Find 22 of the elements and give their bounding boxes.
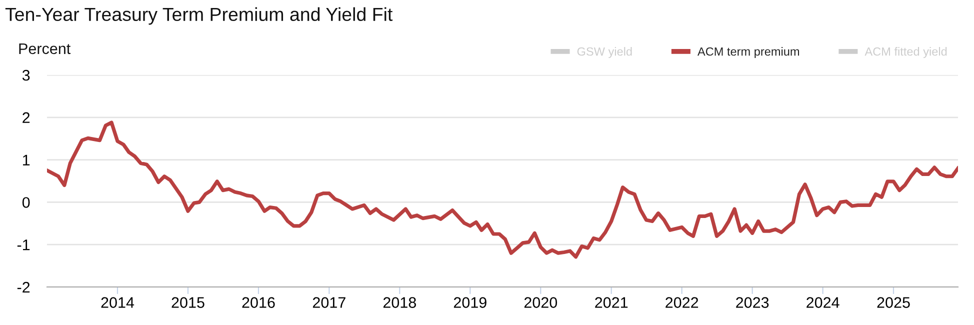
x-tick-label: 2019: [454, 297, 486, 308]
x-tick-label: 2018: [383, 297, 416, 308]
x-tick-label: 2015: [172, 297, 204, 308]
x-tick-label: 2014: [101, 297, 134, 308]
y-tick-label: 3: [22, 70, 30, 81]
y-tick-label: 1: [23, 154, 30, 166]
y-tick-label: 2: [22, 112, 30, 123]
y-axis-title: Percent: [19, 43, 71, 54]
x-tick-label: 2024: [806, 297, 840, 308]
y-tick-label: -1: [17, 240, 30, 250]
x-tick-label: 2020: [524, 297, 558, 308]
legend-label: ACM term premium: [697, 47, 800, 58]
x-tick-label: 2021: [595, 297, 628, 308]
x-tick-label: 2023: [736, 297, 769, 308]
y-tick-label: 0: [22, 197, 30, 208]
x-tick-label: 2017: [312, 297, 346, 308]
x-tick-label: 2016: [242, 297, 275, 308]
y-tick-label: -2: [17, 282, 30, 293]
x-tick-label: 2025: [877, 297, 910, 308]
chart-title: Ten-Year Treasury Term Premium and Yield Fit: [5, 7, 393, 25]
x-tick-label: 2022: [666, 297, 698, 308]
line-series: [47, 120, 958, 259]
